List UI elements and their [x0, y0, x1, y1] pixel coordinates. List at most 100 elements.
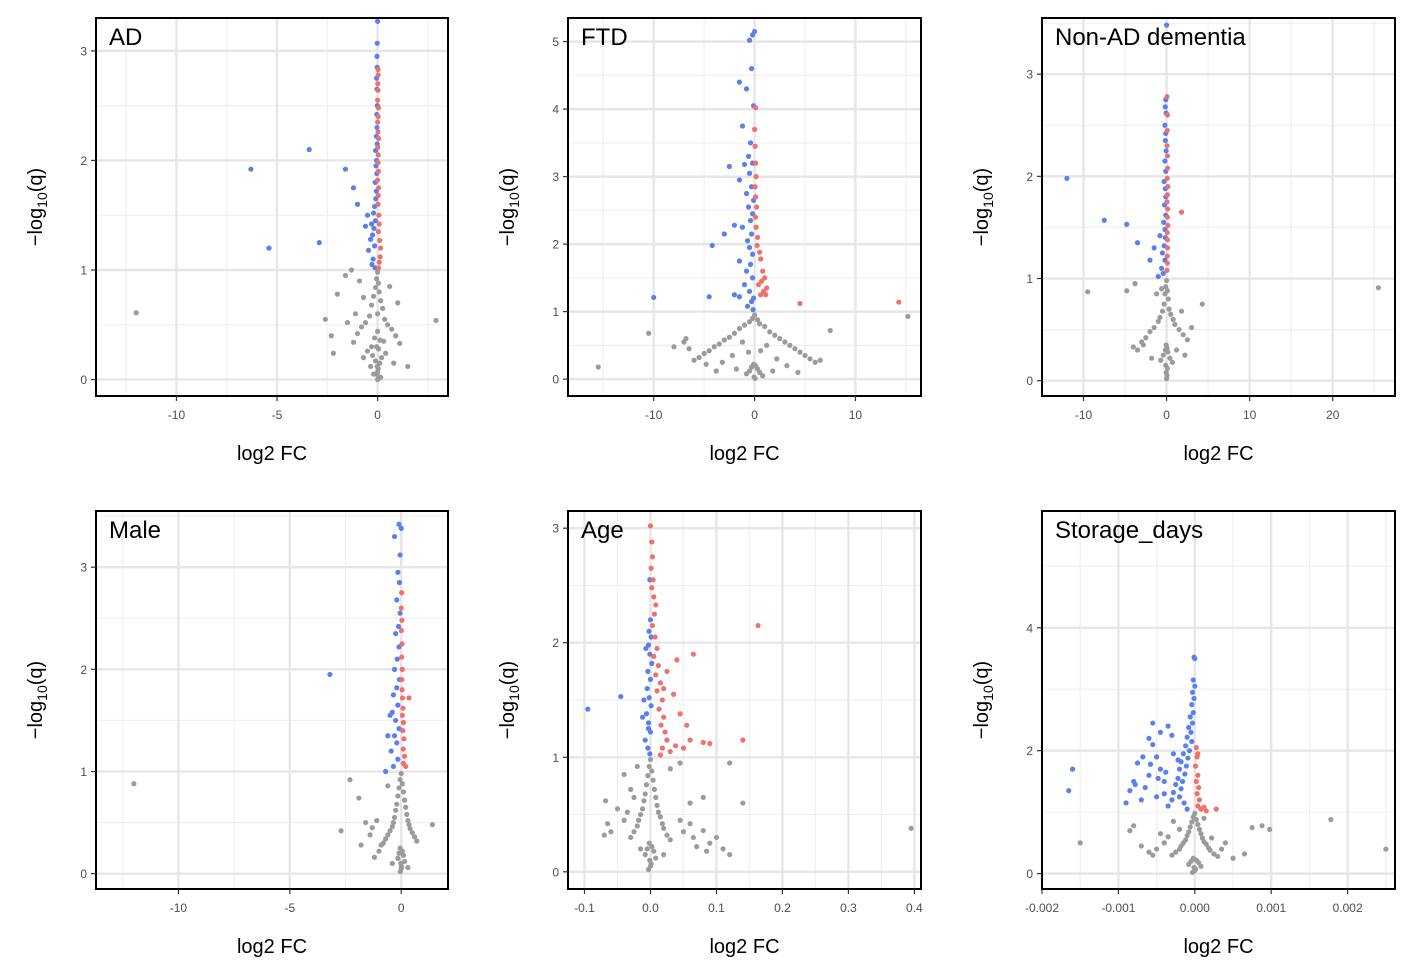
data-point-ns: [646, 763, 652, 770]
data-point-down: [1161, 778, 1167, 785]
data-point-up: [376, 135, 382, 142]
data-point-ns: [746, 319, 753, 325]
panel-title: FTD: [581, 24, 628, 51]
data-point-down: [394, 685, 400, 691]
x-tick-label: 0.2: [774, 901, 791, 915]
data-point-ns: [659, 821, 665, 827]
data-point-down: [395, 569, 401, 575]
data-point-up: [763, 292, 769, 298]
data-point-ns: [378, 374, 384, 380]
data-point-down: [1165, 803, 1171, 809]
data-point-down: [365, 247, 372, 253]
data-point-down: [736, 79, 743, 85]
data-point-down: [1157, 766, 1164, 772]
data-point-up: [651, 653, 657, 660]
data-point-down: [1186, 748, 1193, 754]
data-point-ns: [403, 804, 409, 810]
data-point-ns: [603, 798, 609, 804]
data-point-ns: [1163, 277, 1170, 284]
data-point-down: [748, 231, 755, 237]
data-point-down: [1069, 766, 1076, 772]
data-point-up: [1164, 237, 1171, 243]
data-point-ns: [407, 826, 413, 832]
data-point-down: [1163, 769, 1169, 775]
data-point-down: [750, 307, 756, 313]
x-axis-title: log2 FC: [237, 936, 307, 958]
data-point-ns: [1241, 851, 1248, 857]
data-point-ns: [772, 332, 778, 338]
data-point-up: [662, 729, 668, 735]
data-point-down: [1161, 791, 1167, 797]
data-point-ns: [762, 323, 768, 330]
data-point-ns: [1201, 815, 1207, 821]
y-axis-title: −log10(q): [497, 661, 522, 739]
data-point-ns: [376, 289, 382, 295]
data-point-ns: [1163, 376, 1170, 382]
data-point-down: [370, 210, 377, 216]
x-axis-title: log2 FC: [1183, 443, 1253, 465]
panel-frame: [95, 510, 449, 890]
data-point-down: [645, 720, 652, 726]
panel-title: Male: [109, 517, 161, 544]
data-point-ns: [360, 355, 367, 361]
data-point-up: [399, 676, 405, 683]
data-point-ns: [690, 834, 696, 841]
data-point-down: [1123, 800, 1129, 806]
data-point-ns: [817, 357, 823, 363]
data-point-up: [758, 292, 764, 298]
data-point-down: [746, 288, 753, 294]
data-point-down: [1169, 732, 1175, 738]
data-point-up: [661, 685, 667, 692]
y-tick-label: 4: [552, 103, 559, 117]
data-point-down: [385, 733, 391, 739]
panel-title: Storage_days: [1055, 517, 1203, 544]
y-tick-label: 3: [552, 522, 559, 536]
data-point-ns: [376, 848, 382, 854]
data-point-down: [391, 733, 398, 739]
data-point-ns: [667, 766, 673, 772]
data-point-up: [376, 259, 382, 265]
data-point-ns: [385, 832, 391, 838]
data-point-ns: [637, 846, 644, 852]
data-point-down: [327, 671, 333, 678]
data-point-down: [1176, 794, 1183, 800]
data-point-ns: [655, 809, 661, 815]
data-point-down: [316, 240, 322, 246]
data-point-ns: [1199, 301, 1205, 307]
data-point-up: [759, 278, 765, 284]
data-point-down: [397, 610, 403, 616]
data-point-up: [1164, 153, 1171, 159]
data-point-ns: [636, 817, 642, 823]
data-point-ns: [741, 322, 748, 328]
data-point-up: [399, 666, 405, 672]
y-axis-title: −log10(q): [25, 168, 50, 246]
data-point-ns: [703, 848, 710, 854]
data-point-down: [1183, 763, 1190, 769]
data-point-down: [585, 706, 591, 712]
data-point-up: [399, 617, 405, 623]
data-point-down: [374, 124, 380, 131]
data-point-up: [1196, 784, 1202, 791]
x-tick-label: 20: [1326, 408, 1340, 422]
x-tick-label: -10: [645, 408, 663, 422]
data-point-down: [643, 645, 649, 652]
x-tick-label: -5: [272, 408, 283, 422]
data-point-down: [646, 628, 652, 634]
panel-frame: [1041, 510, 1396, 890]
data-point-up: [653, 672, 659, 678]
data-point-ns: [784, 363, 790, 369]
data-point-ns: [650, 777, 656, 783]
data-point-ns: [397, 340, 403, 347]
data-point-ns: [393, 807, 399, 813]
x-tick-label: 0.3: [840, 901, 857, 915]
data-point-ns: [621, 817, 627, 823]
data-point-ns: [1138, 843, 1144, 849]
data-point-down: [1186, 724, 1192, 730]
y-tick-label: 3: [80, 44, 87, 58]
data-point-ns: [729, 352, 736, 359]
data-point-down: [396, 579, 403, 586]
y-axis-title-subscript: 10: [980, 685, 996, 701]
data-point-ns: [731, 330, 738, 336]
y-tick-label: 5: [552, 35, 559, 49]
data-point-up: [399, 654, 405, 660]
